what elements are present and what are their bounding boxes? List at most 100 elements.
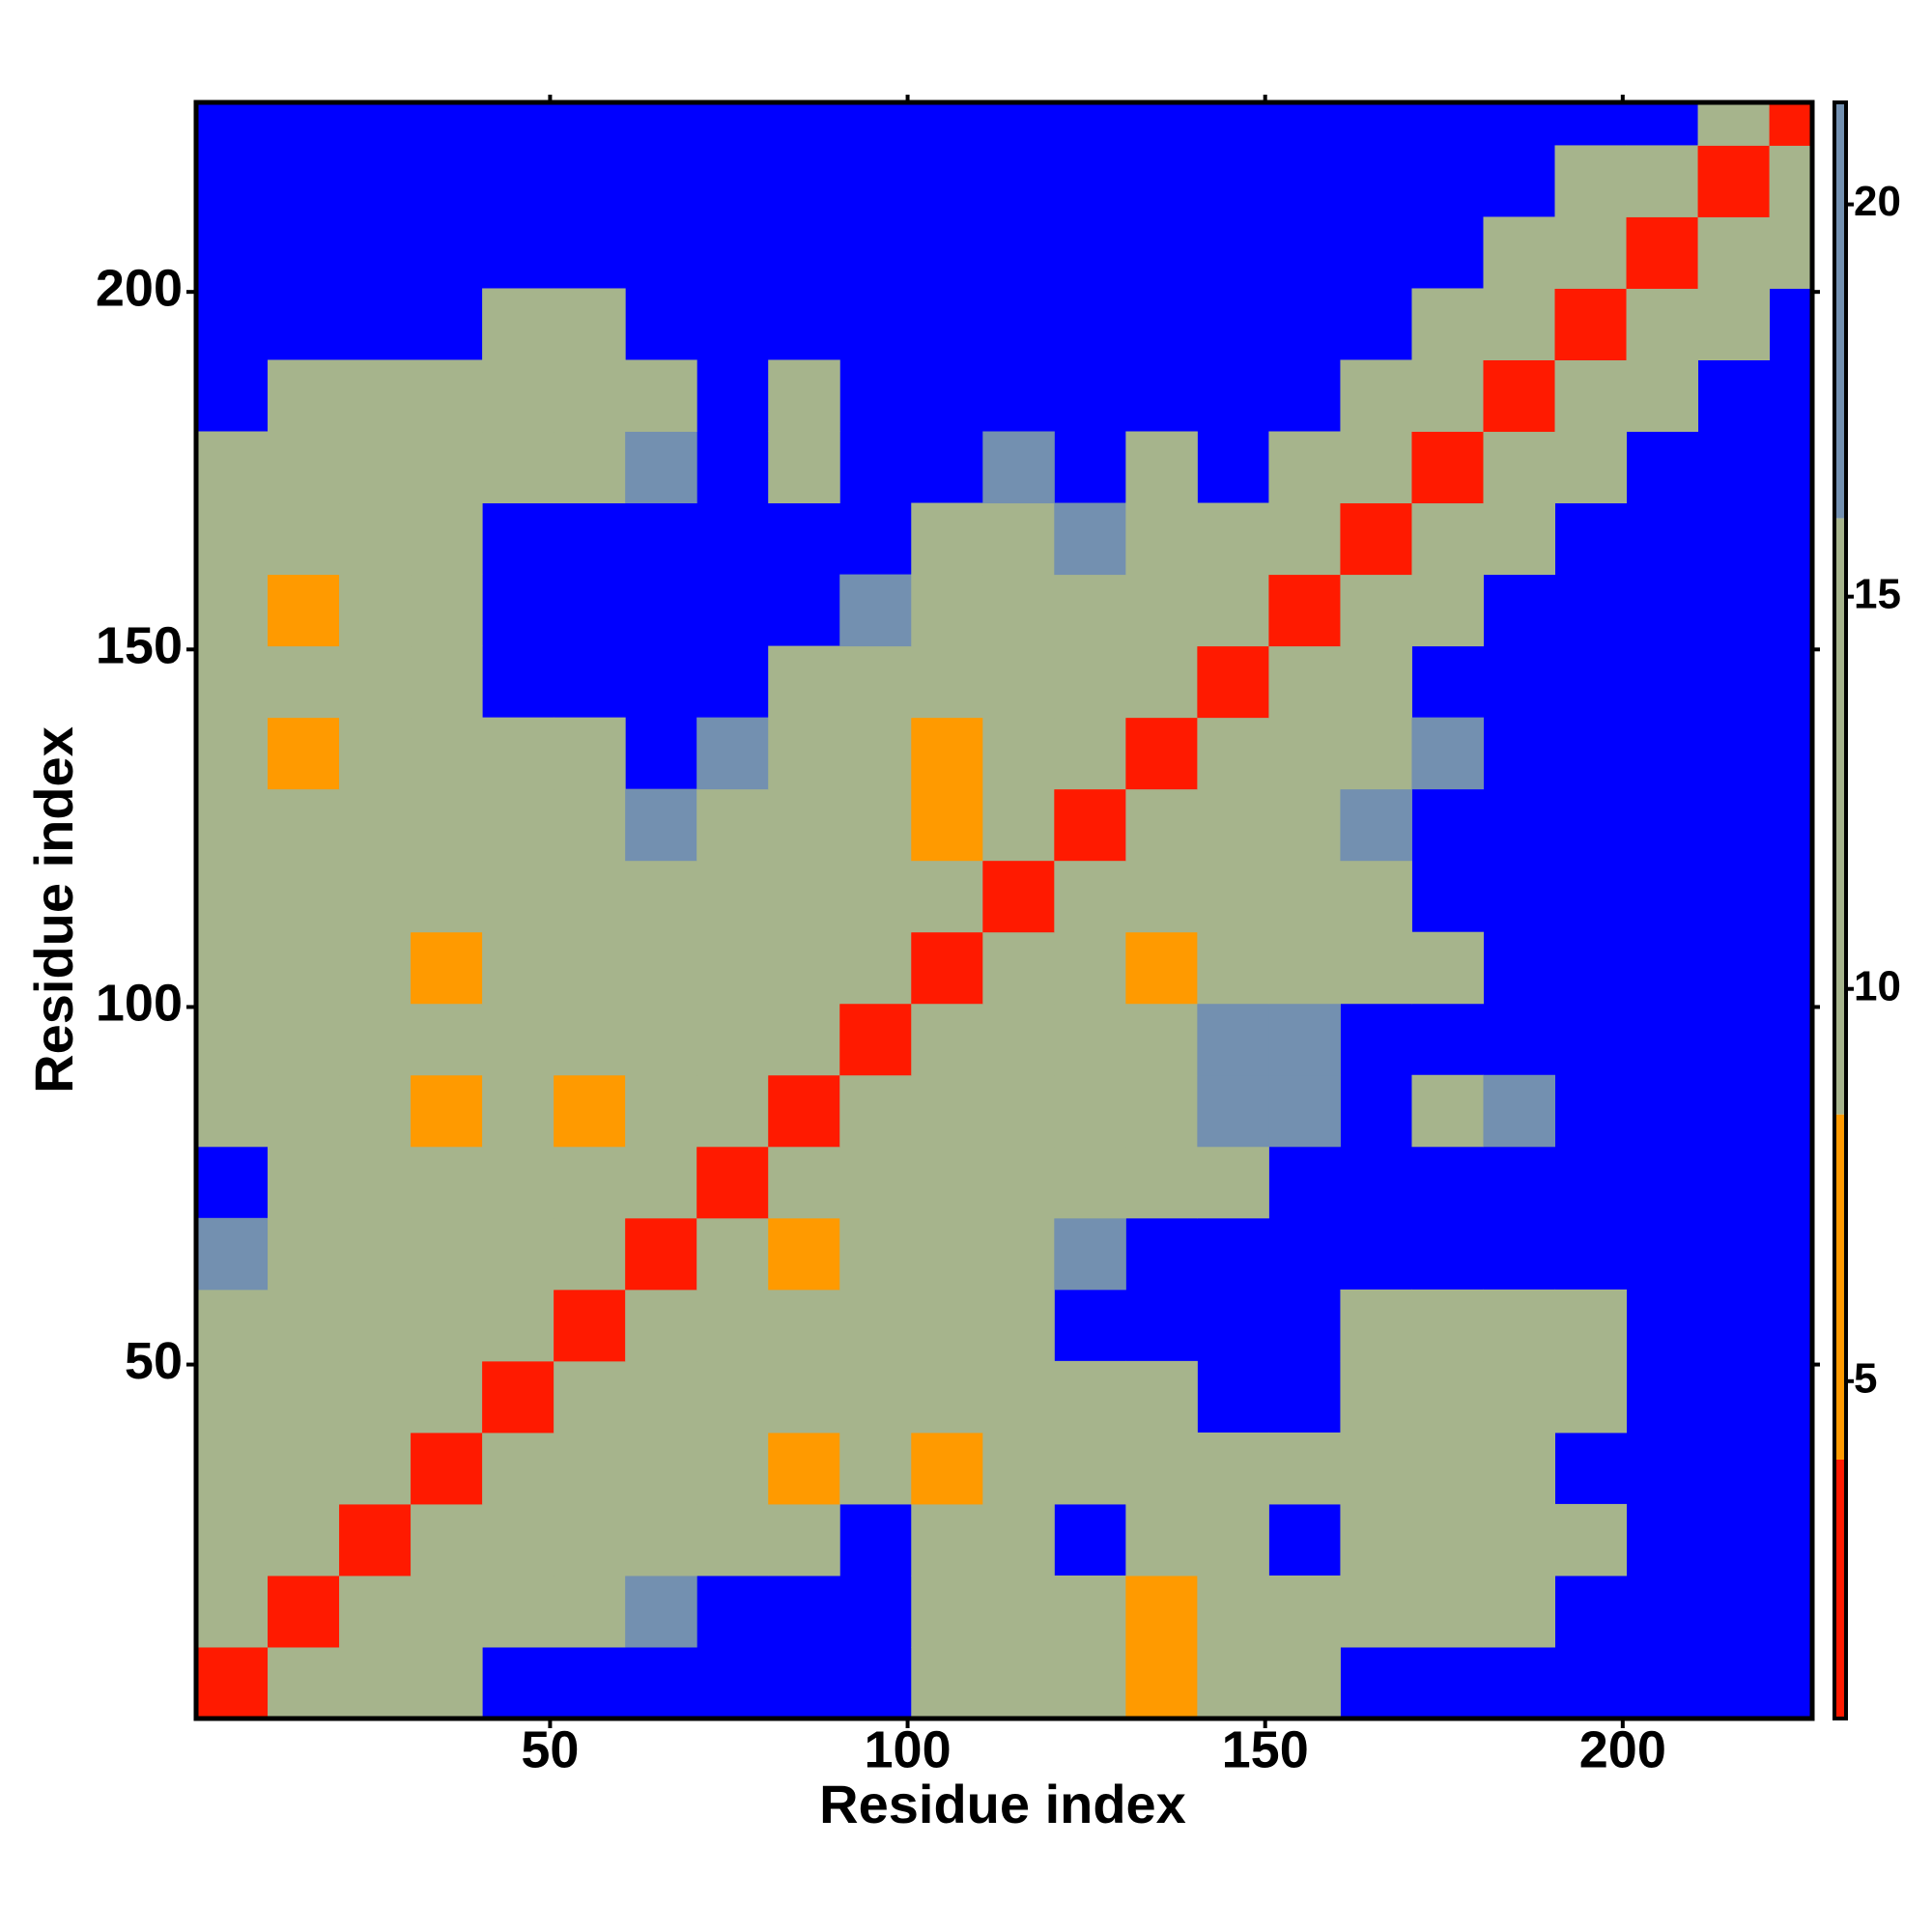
heatmap-cell [1268, 717, 1341, 790]
heatmap-cell [982, 645, 1055, 719]
heatmap-cell [1197, 1503, 1269, 1577]
heatmap-cell [982, 788, 1055, 862]
heatmap-cell [1268, 574, 1341, 647]
heatmap-cell [196, 502, 269, 576]
heatmap-cell [911, 574, 983, 647]
heatmap-cell [696, 717, 769, 790]
heatmap-cell [411, 1074, 483, 1148]
heatmap-cell [1340, 1432, 1412, 1505]
heatmap-cell [982, 1003, 1055, 1076]
heatmap-cell [768, 717, 840, 790]
heatmap-cell [339, 717, 412, 790]
heatmap-cell [768, 788, 840, 862]
heatmap-cell [411, 1360, 483, 1434]
heatmap-cell [1483, 1503, 1556, 1577]
heatmap-cell [1554, 145, 1628, 217]
heatmap-cell [1268, 1003, 1341, 1076]
heatmap-cell [1626, 288, 1699, 360]
heatmap-cell [196, 645, 269, 719]
heatmap-cell [625, 788, 697, 862]
x-tick-label: 200 [1579, 1720, 1666, 1778]
heatmap-cell [911, 1217, 983, 1291]
heatmap-cell [768, 860, 840, 933]
heatmap-cell [268, 788, 340, 862]
heatmap-cell [768, 1146, 840, 1219]
colorbar-band [1834, 1459, 1846, 1719]
heatmap-cell [1483, 1289, 1556, 1362]
heatmap-cell [1054, 1074, 1126, 1148]
heatmap-cell [696, 1074, 769, 1148]
heatmap-cell [1054, 1575, 1126, 1648]
heatmap-cell [196, 1432, 269, 1505]
heatmap-cell [1268, 431, 1341, 504]
heatmap-cell [1411, 502, 1484, 576]
heatmap-cell [411, 1217, 483, 1291]
heatmap-cell [339, 1646, 412, 1719]
heatmap-cell [411, 788, 483, 862]
colorbar-frame [1833, 100, 1848, 1720]
x-tick-label: 150 [1222, 1720, 1309, 1778]
heatmap-cell [768, 1003, 840, 1076]
heatmap-cell [1197, 1074, 1269, 1148]
heatmap-cell [911, 502, 983, 576]
heatmap-cell [982, 1503, 1055, 1577]
heatmap-cell [768, 931, 840, 1005]
heatmap-cell [982, 1074, 1055, 1148]
heatmap-cell [554, 788, 626, 862]
heatmap-cell [911, 1074, 983, 1148]
heatmap-cell [196, 860, 269, 933]
heatmap-cell [1054, 502, 1126, 576]
heatmap-cell [1268, 788, 1341, 862]
heatmap-cell [1769, 145, 1813, 217]
heatmap-cell [554, 1432, 626, 1505]
heatmap-cell [1411, 431, 1484, 504]
heatmap-cell [696, 1360, 769, 1434]
heatmap-cell [625, 1360, 697, 1434]
heatmap-cell [911, 1146, 983, 1219]
heatmap-cell [839, 1432, 912, 1505]
heatmap-cell [339, 1289, 412, 1362]
heatmap-cell [911, 1003, 983, 1076]
heatmap-cell [1483, 1360, 1556, 1434]
heatmap-cell [268, 860, 340, 933]
heatmap-cell [268, 1074, 340, 1148]
heatmap-cell [839, 574, 912, 647]
heatmap-cell [268, 1432, 340, 1505]
heatmap-cell [1769, 216, 1813, 289]
heatmap-cell [1197, 717, 1269, 790]
y-tick-label: 50 [125, 1332, 183, 1390]
heatmap-cell [696, 1003, 769, 1076]
heatmap-cell [339, 1575, 412, 1648]
heatmap-cell [482, 717, 554, 790]
heatmap-cell [1197, 1003, 1269, 1076]
heatmap-cell [554, 359, 626, 433]
heatmap-cell [482, 788, 554, 862]
heatmap-cell [1125, 431, 1198, 504]
heatmap-cell [339, 431, 412, 504]
heatmap-cell [1483, 288, 1556, 360]
heatmap-cell [839, 931, 912, 1005]
heatmap-cell [768, 1074, 840, 1148]
heatmap-cell [411, 502, 483, 576]
heatmap-cell [482, 1360, 554, 1434]
heatmap-cell [554, 1146, 626, 1219]
plot-frame [193, 99, 1815, 1721]
heatmap-cell [1125, 931, 1198, 1005]
heatmap-cell [1411, 1503, 1484, 1577]
x-tick-label: 50 [521, 1720, 579, 1778]
heatmap-cell [1054, 860, 1126, 933]
heatmap-cell [1197, 931, 1269, 1005]
heatmap-cell [339, 1217, 412, 1291]
heatmap-cell [768, 359, 840, 433]
colorbar-band [1834, 102, 1846, 519]
heatmap-cell [1554, 1360, 1628, 1434]
heatmap-cell [982, 1146, 1055, 1219]
heatmap-cell [1483, 1575, 1556, 1648]
heatmap-cell [1125, 717, 1198, 790]
heatmap-cell [1125, 1360, 1198, 1434]
heatmap-cell [625, 1146, 697, 1219]
heatmap-cell [768, 1289, 840, 1362]
heatmap-cell [1340, 574, 1412, 647]
heatmap-cell [696, 860, 769, 933]
